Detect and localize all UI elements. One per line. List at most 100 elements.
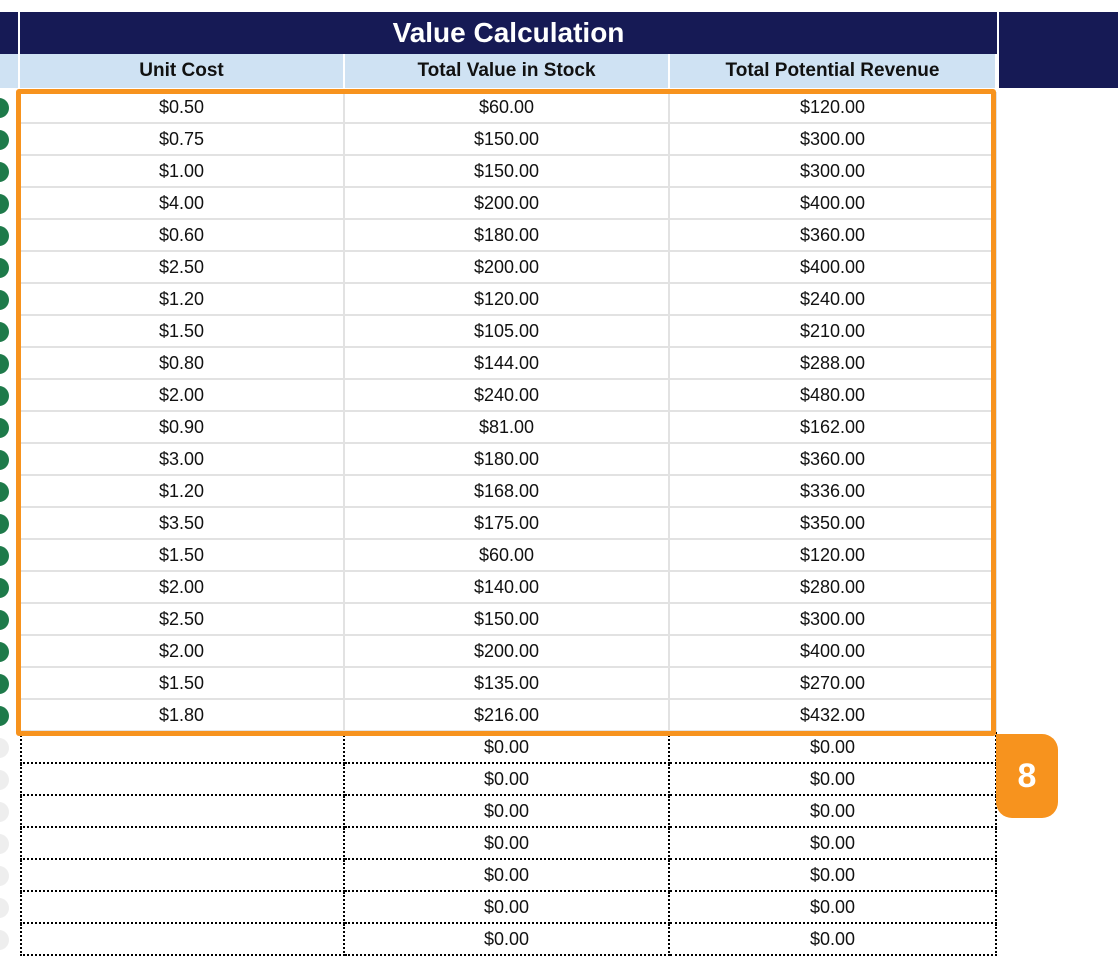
column-header: Total Potential Revenue — [670, 54, 997, 88]
cell: $0.00 — [670, 860, 997, 892]
cell: $0.75 — [20, 124, 345, 156]
cell: $0.00 — [670, 764, 997, 796]
cell: $60.00 — [345, 92, 670, 124]
header-edge — [0, 12, 18, 54]
title: Value Calculation — [20, 12, 997, 54]
cell: $350.00 — [670, 508, 997, 540]
cell: $1.00 — [20, 156, 345, 188]
cell: $336.00 — [670, 476, 997, 508]
cell: $0.00 — [345, 764, 670, 796]
cell: $4.00 — [20, 188, 345, 220]
cell: $1.50 — [20, 540, 345, 572]
cell — [20, 732, 345, 764]
status-dot — [0, 322, 9, 342]
status-dot — [0, 642, 9, 662]
cell: $175.00 — [345, 508, 670, 540]
status-dot — [0, 514, 9, 534]
status-dot — [0, 418, 9, 438]
cell: $1.50 — [20, 316, 345, 348]
status-dot — [0, 706, 9, 726]
status-dot — [0, 578, 9, 598]
cell: $400.00 — [670, 252, 997, 284]
cell: $280.00 — [670, 572, 997, 604]
highlight-box — [16, 89, 996, 736]
status-dot — [0, 738, 9, 758]
cell: $400.00 — [670, 188, 997, 220]
cell: $180.00 — [345, 444, 670, 476]
status-dot — [0, 130, 9, 150]
cell: $0.00 — [345, 828, 670, 860]
cell: $0.00 — [345, 796, 670, 828]
column-header: Unit Cost — [20, 54, 345, 88]
status-dot — [0, 482, 9, 502]
cell: $0.00 — [670, 892, 997, 924]
cell: $150.00 — [345, 156, 670, 188]
cell: $300.00 — [670, 604, 997, 636]
cell: $135.00 — [345, 668, 670, 700]
cell: $0.00 — [345, 892, 670, 924]
cell: $480.00 — [670, 380, 997, 412]
status-dot — [0, 546, 9, 566]
status-dot — [0, 226, 9, 246]
cell: $0.60 — [20, 220, 345, 252]
cell: $60.00 — [345, 540, 670, 572]
cell — [20, 796, 345, 828]
cell: $200.00 — [345, 636, 670, 668]
cell: $180.00 — [345, 220, 670, 252]
cell: $120.00 — [670, 540, 997, 572]
cell: $2.00 — [20, 572, 345, 604]
cell: $1.20 — [20, 476, 345, 508]
cell: $360.00 — [670, 444, 997, 476]
cell: $0.80 — [20, 348, 345, 380]
cell: $360.00 — [670, 220, 997, 252]
cell — [20, 828, 345, 860]
cell — [20, 764, 345, 796]
cell: $81.00 — [345, 412, 670, 444]
status-dot — [0, 802, 9, 822]
header-fill — [997, 12, 1118, 88]
status-dot — [0, 354, 9, 374]
cell: $120.00 — [670, 92, 997, 124]
cell: $1.20 — [20, 284, 345, 316]
status-dot — [0, 290, 9, 310]
cell: $150.00 — [345, 124, 670, 156]
cell: $200.00 — [345, 252, 670, 284]
cell: $1.50 — [20, 668, 345, 700]
cell: $162.00 — [670, 412, 997, 444]
cell: $0.00 — [345, 924, 670, 956]
cell: $144.00 — [345, 348, 670, 380]
status-dot — [0, 674, 9, 694]
column-header: Total Value in Stock — [345, 54, 670, 88]
cell: $210.00 — [670, 316, 997, 348]
status-dot — [0, 834, 9, 854]
status-dot — [0, 610, 9, 630]
cell: $0.00 — [670, 828, 997, 860]
cell — [20, 892, 345, 924]
cell: $2.50 — [20, 252, 345, 284]
cell: $2.00 — [20, 636, 345, 668]
cell: $0.00 — [345, 860, 670, 892]
status-dot — [0, 258, 9, 278]
cell: $240.00 — [345, 380, 670, 412]
cell: $105.00 — [345, 316, 670, 348]
cell: $270.00 — [670, 668, 997, 700]
status-dot — [0, 898, 9, 918]
cell: $288.00 — [670, 348, 997, 380]
status-dot — [0, 450, 9, 470]
cell: $400.00 — [670, 636, 997, 668]
cell: $300.00 — [670, 124, 997, 156]
cell: $3.50 — [20, 508, 345, 540]
cell: $240.00 — [670, 284, 997, 316]
header-edge — [0, 54, 18, 88]
cell — [20, 860, 345, 892]
cell: $150.00 — [345, 604, 670, 636]
status-dot — [0, 866, 9, 886]
cell: $0.00 — [670, 924, 997, 956]
cell: $168.00 — [345, 476, 670, 508]
cell: $140.00 — [345, 572, 670, 604]
cell: $2.00 — [20, 380, 345, 412]
cell: $200.00 — [345, 188, 670, 220]
status-dot — [0, 98, 9, 118]
cell: $3.00 — [20, 444, 345, 476]
